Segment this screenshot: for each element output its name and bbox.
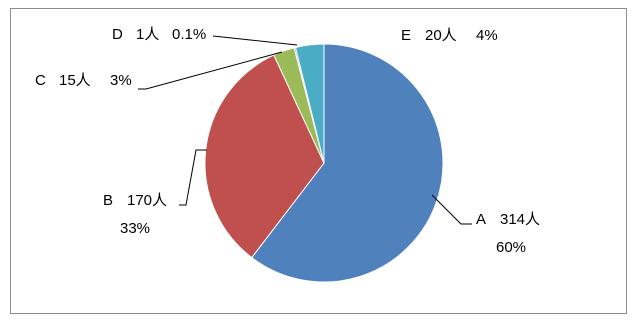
label-a-count: 314人 [500,211,540,228]
label-c-percent: 3% [110,72,132,89]
label-b: B 170人 33% [103,192,167,237]
leader-lines [138,35,472,225]
pie-slice-e [294,43,325,164]
label-c: C 15人 3% [35,72,132,89]
leader-line-d [212,35,298,46]
label-e: E 20人 4% [401,27,498,44]
label-d: D 1人 0.1% [112,26,206,43]
label-b-category: B [103,192,113,209]
label-d-count: 1人 [136,26,159,43]
label-a: A 314人 60% [476,211,540,256]
label-c-category: C [35,72,46,89]
leader-line-b [179,149,207,206]
leader-line-c [138,51,283,90]
pie-slice-a [251,43,444,283]
label-a-percent: 60% [496,239,526,256]
label-d-category: D [112,26,123,43]
label-b-count: 170人 [127,192,167,209]
label-a-category: A [476,211,486,228]
label-b-percent: 33% [120,220,150,237]
label-e-percent: 4% [476,27,498,44]
label-e-category: E [401,27,411,44]
label-d-percent: 0.1% [172,26,206,43]
leader-line-a [431,194,472,225]
label-e-count: 20人 [425,27,457,44]
label-c-count: 15人 [59,72,91,89]
pie-slices [204,43,444,283]
